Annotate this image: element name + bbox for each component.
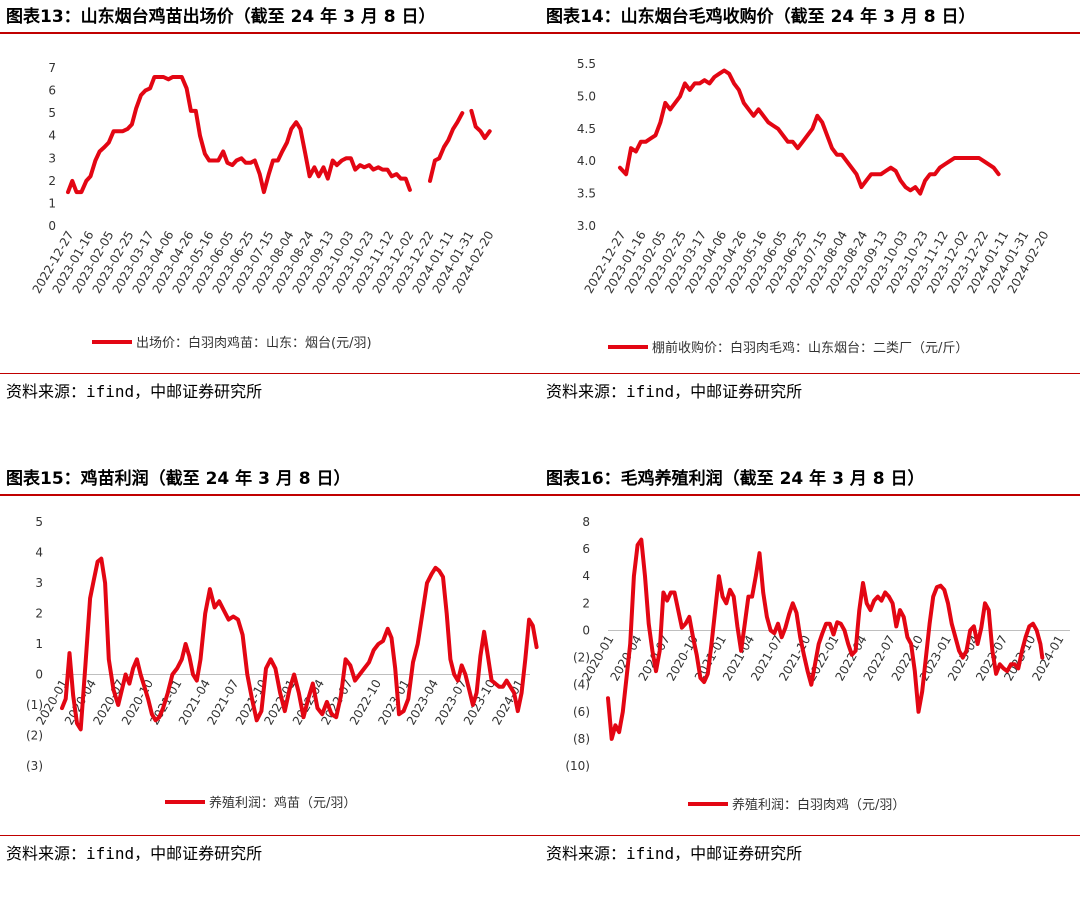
source-rule [540,373,1080,374]
series-line [66,75,412,195]
y-tick-label: 4 [35,546,43,560]
y-tick-label: 0 [48,219,56,233]
source-text: 资料来源：ifind，中邮证券研究所 [6,844,263,863]
chart-15-svg: (3)(2)(1)0123452020-012020-042020-072020… [26,515,539,811]
y-tick-label: 1 [35,637,43,651]
chart-panel-14: 图表14：山东烟台毛鸡收购价（截至 24 年 3 月 8 日） 3.0 3.5 4.… [540,0,1080,437]
y-tick-label: 3 [48,151,56,165]
y-tick-label: 0 [35,668,43,682]
chart-13-svg: 012345672022-12-272023-01-162023-02-0520… [30,61,497,351]
y-tick-label: (2) [573,651,590,665]
y-tick-label: (6) [573,705,590,719]
legend-label: 养殖利润：鸡苗（元/羽） [209,795,356,811]
series-line [618,68,1001,196]
series-line [60,556,539,732]
series-line [428,111,465,183]
source-text: 资料来源：ifind，中邮证券研究所 [6,382,263,401]
title-rule [0,32,540,34]
y-tick-label: 7 [48,61,56,75]
legend-label: 养殖利润：白羽肉鸡（元/羽） [732,797,905,813]
y-tick-label: 4.5 [577,122,596,136]
chart-panel-16: 图表16：毛鸡养殖利润（截至 24 年 3 月 8 日） (10) (8) (6) (… [540,462,1080,899]
source-rule [0,835,540,836]
chart-14-svg: 3.03.54.04.55.05.52022-12-272023-01-1620… [577,57,1052,356]
panel-title: 图表16：毛鸡养殖利润（截至 24 年 3 月 8 日） [546,469,925,489]
source-text: 资料来源：ifind，中邮证券研究所 [546,844,803,863]
y-tick-label: 0 [582,623,590,637]
panel-title: 图表14：山东烟台毛鸡收购价（截至 24 年 3 月 8 日） [546,7,976,27]
series-line [469,108,492,140]
panel-title: 图表13：山东烟台鸡苗出场价（截至 24 年 3 月 8 日） [6,7,436,27]
y-tick-label: (10) [565,759,590,773]
y-tick-label: 3 [35,576,43,590]
y-tick-label: 5.5 [577,57,596,71]
y-tick-label: 3.5 [577,187,596,201]
y-tick-label: 6 [48,84,56,98]
y-tick-label: 3.0 [577,219,596,233]
y-tick-label: 2 [35,607,43,621]
panel-title: 图表15：鸡苗利润（截至 24 年 3 月 8 日） [6,469,351,489]
y-tick-label: (8) [573,732,590,746]
y-tick-label: 6 [582,542,590,556]
y-tick-label: 4.0 [577,154,596,168]
source-text: 资料来源：ifind，中邮证券研究所 [546,382,803,401]
chart-panel-15: 图表15：鸡苗利润（截至 24 年 3 月 8 日） (3) (2) (1) 0 1 2 3… [0,462,540,899]
title-rule [0,494,540,496]
y-tick-label: 4 [582,569,590,583]
series-line [606,537,1045,741]
y-tick-label: 1 [48,196,56,210]
y-tick-label: (3) [26,759,43,773]
source-rule [0,373,540,374]
y-tick-label: 5 [35,515,43,529]
y-tick-label: 5.0 [577,89,596,103]
source-rule [540,835,1080,836]
y-tick-label: 2 [582,596,590,610]
legend-label: 出场价：白羽肉鸡苗：山东：烟台(元/羽) [136,335,372,351]
legend-label: 棚前收购价：白羽肉毛鸡：山东烟台：二类厂（元/斤） [652,340,968,356]
y-tick-label: (2) [26,729,43,743]
y-tick-label: 2 [48,174,56,188]
y-tick-label: 5 [48,106,56,120]
title-rule [540,494,1080,496]
y-tick-label: 4 [48,129,56,143]
y-tick-label: 8 [582,515,590,529]
y-tick-label: (1) [26,698,43,712]
title-rule [540,32,1080,34]
chart-16-svg: (10)(8)(6)(4)(2)024682020-012020-042020-… [565,515,1070,813]
y-tick-label: (4) [573,678,590,692]
chart-panel-13: 图表13：山东烟台鸡苗出场价（截至 24 年 3 月 8 日） 0 1 2 3 4 5 6 7… [0,0,540,437]
